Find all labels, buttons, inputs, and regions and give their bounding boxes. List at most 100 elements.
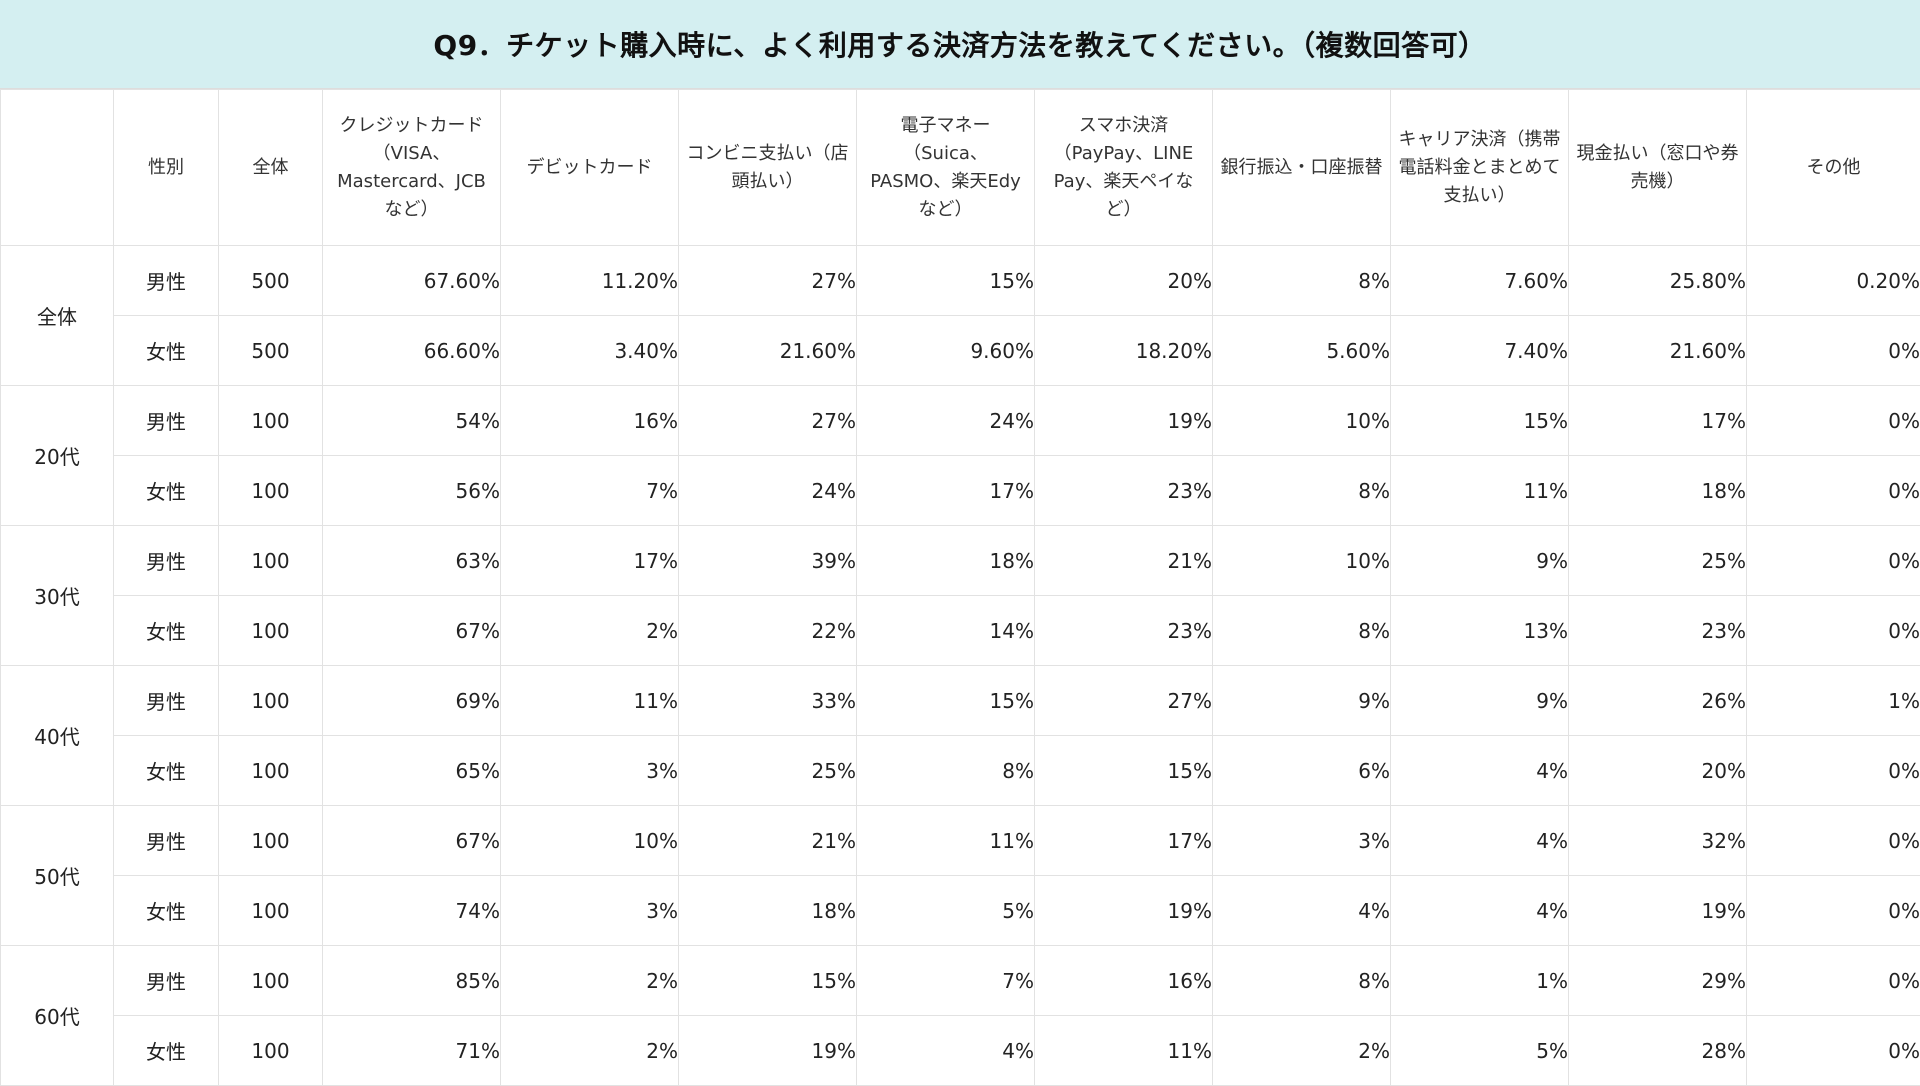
value-cell-bank-transfer: 8%: [1213, 246, 1391, 316]
sample-size-cell: 100: [219, 946, 323, 1016]
header-other: その他: [1747, 90, 1920, 246]
value-cell-debit-card: 2%: [501, 1016, 679, 1086]
value-cell-credit-card: 69%: [323, 666, 501, 736]
value-cell-convenience-store: 21%: [679, 806, 857, 876]
group-label: 40代: [1, 666, 114, 806]
value-cell-carrier-billing: 7.40%: [1391, 316, 1569, 386]
value-cell-smartphone-payment: 18.20%: [1035, 316, 1213, 386]
value-cell-other: 0%: [1747, 386, 1920, 456]
group-label: 全体: [1, 246, 114, 386]
value-cell-convenience-store: 24%: [679, 456, 857, 526]
value-cell-carrier-billing: 4%: [1391, 876, 1569, 946]
gender-cell: 男性: [114, 526, 219, 596]
value-cell-e-money: 4%: [857, 1016, 1035, 1086]
page-title: Q9．チケット購入時に、よく利用する決済方法を教えてください。（複数回答可）: [433, 24, 1486, 64]
value-cell-other: 0%: [1747, 526, 1920, 596]
value-cell-cash: 25.80%: [1569, 246, 1747, 316]
value-cell-other: 1%: [1747, 666, 1920, 736]
value-cell-smartphone-payment: 20%: [1035, 246, 1213, 316]
gender-cell: 男性: [114, 946, 219, 1016]
value-cell-debit-card: 17%: [501, 526, 679, 596]
gender-cell: 女性: [114, 456, 219, 526]
header-credit-card: クレジットカード（VISA、Mastercard、JCBなど）: [323, 90, 501, 246]
value-cell-cash: 26%: [1569, 666, 1747, 736]
group-label: 20代: [1, 386, 114, 526]
sample-size-cell: 100: [219, 1016, 323, 1086]
value-cell-bank-transfer: 3%: [1213, 806, 1391, 876]
value-cell-e-money: 24%: [857, 386, 1035, 456]
value-cell-bank-transfer: 4%: [1213, 876, 1391, 946]
value-cell-e-money: 17%: [857, 456, 1035, 526]
value-cell-e-money: 18%: [857, 526, 1035, 596]
gender-cell: 女性: [114, 316, 219, 386]
value-cell-convenience-store: 27%: [679, 246, 857, 316]
gender-cell: 男性: [114, 246, 219, 316]
value-cell-carrier-billing: 1%: [1391, 946, 1569, 1016]
sample-size-cell: 100: [219, 456, 323, 526]
value-cell-cash: 25%: [1569, 526, 1747, 596]
value-cell-cash: 21.60%: [1569, 316, 1747, 386]
value-cell-debit-card: 3%: [501, 876, 679, 946]
value-cell-other: 0%: [1747, 1016, 1920, 1086]
value-cell-carrier-billing: 5%: [1391, 1016, 1569, 1086]
value-cell-bank-transfer: 8%: [1213, 456, 1391, 526]
value-cell-other: 0%: [1747, 736, 1920, 806]
group-label: 60代: [1, 946, 114, 1086]
header-debit-card: デビットカード: [501, 90, 679, 246]
value-cell-credit-card: 63%: [323, 526, 501, 596]
gender-cell: 男性: [114, 386, 219, 456]
value-cell-cash: 20%: [1569, 736, 1747, 806]
value-cell-e-money: 15%: [857, 666, 1035, 736]
gender-cell: 女性: [114, 876, 219, 946]
gender-cell: 男性: [114, 666, 219, 736]
value-cell-carrier-billing: 15%: [1391, 386, 1569, 456]
header-sample-size: 全体: [219, 90, 323, 246]
value-cell-convenience-store: 15%: [679, 946, 857, 1016]
value-cell-convenience-store: 27%: [679, 386, 857, 456]
value-cell-e-money: 7%: [857, 946, 1035, 1016]
gender-cell: 男性: [114, 806, 219, 876]
value-cell-smartphone-payment: 19%: [1035, 876, 1213, 946]
header-convenience-store: コンビニ支払い（店頭払い）: [679, 90, 857, 246]
value-cell-smartphone-payment: 11%: [1035, 1016, 1213, 1086]
value-cell-other: 0%: [1747, 876, 1920, 946]
value-cell-carrier-billing: 7.60%: [1391, 246, 1569, 316]
header-gender: 性別: [114, 90, 219, 246]
group-label: 50代: [1, 806, 114, 946]
value-cell-e-money: 5%: [857, 876, 1035, 946]
value-cell-carrier-billing: 9%: [1391, 666, 1569, 736]
sample-size-cell: 500: [219, 246, 323, 316]
value-cell-e-money: 9.60%: [857, 316, 1035, 386]
value-cell-debit-card: 2%: [501, 596, 679, 666]
value-cell-e-money: 11%: [857, 806, 1035, 876]
sample-size-cell: 100: [219, 526, 323, 596]
value-cell-debit-card: 7%: [501, 456, 679, 526]
value-cell-other: 0.20%: [1747, 246, 1920, 316]
value-cell-e-money: 8%: [857, 736, 1035, 806]
results-table: 性別 全体 クレジットカード（VISA、Mastercard、JCBなど） デビ…: [0, 89, 1920, 1086]
value-cell-credit-card: 67%: [323, 596, 501, 666]
value-cell-cash: 17%: [1569, 386, 1747, 456]
value-cell-debit-card: 3%: [501, 736, 679, 806]
value-cell-convenience-store: 19%: [679, 1016, 857, 1086]
value-cell-credit-card: 65%: [323, 736, 501, 806]
gender-cell: 女性: [114, 1016, 219, 1086]
value-cell-convenience-store: 22%: [679, 596, 857, 666]
value-cell-smartphone-payment: 23%: [1035, 456, 1213, 526]
value-cell-e-money: 14%: [857, 596, 1035, 666]
value-cell-smartphone-payment: 17%: [1035, 806, 1213, 876]
value-cell-smartphone-payment: 16%: [1035, 946, 1213, 1016]
gender-cell: 女性: [114, 736, 219, 806]
value-cell-smartphone-payment: 23%: [1035, 596, 1213, 666]
value-cell-carrier-billing: 9%: [1391, 526, 1569, 596]
header-row: 性別 全体 クレジットカード（VISA、Mastercard、JCBなど） デビ…: [1, 90, 1920, 246]
